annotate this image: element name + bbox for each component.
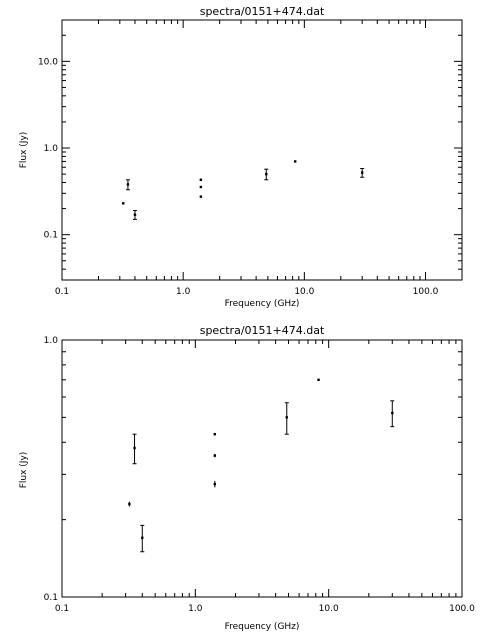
bottom-data-point	[128, 501, 131, 507]
top-x-tick-label: 10.0	[294, 287, 314, 297]
bottom-data-point	[213, 480, 217, 488]
bottom-x-tick-label: 10.0	[319, 604, 339, 614]
bottom-plot-frame	[61, 339, 463, 598]
top-point-marker	[199, 195, 203, 198]
bottom-x-tick-label: 100.0	[449, 604, 475, 614]
bottom-y-tick-label: 1.0	[44, 336, 59, 346]
top-data-point	[264, 168, 269, 181]
bottom-data-point	[213, 454, 217, 458]
bottom-data-point	[213, 432, 217, 436]
top-x-tick-label: 1.0	[176, 287, 191, 297]
bottom-point-marker	[213, 482, 217, 486]
bottom-data-point	[390, 400, 395, 428]
bottom-data-point	[132, 433, 137, 465]
bottom-data-point	[284, 402, 289, 435]
top-data-point	[122, 202, 125, 205]
bottom-chart-panel: spectra/0151+474.dat 0.1 1.0 10.0 100.0 0.1 1…	[19, 324, 475, 632]
top-point-marker	[199, 178, 203, 181]
top-chart-panel: spectra/0151+474.dat 0.1 1.0 10.0 100.0 0.1 1…	[19, 5, 463, 309]
top-point-marker	[293, 160, 297, 163]
top-data-point	[125, 179, 130, 191]
bottom-data-point	[140, 524, 145, 553]
top-point-marker	[126, 183, 130, 186]
top-plot-frame	[61, 19, 463, 281]
bottom-data-point	[317, 378, 320, 382]
top-point-marker	[265, 172, 268, 176]
top-data-point	[199, 195, 203, 198]
bottom-point-marker	[213, 454, 217, 457]
bottom-x-axis-label: Frequency (GHz)	[225, 622, 300, 632]
top-data-point	[360, 168, 365, 178]
top-point-marker	[199, 185, 203, 189]
top-y-axis-label: Flux (Jy)	[19, 132, 29, 169]
bottom-point-marker	[317, 378, 320, 382]
bottom-y-axis-label: Flux (Jy)	[19, 452, 29, 489]
bottom-point-marker	[128, 502, 131, 506]
bottom-point-marker	[141, 536, 144, 539]
bottom-point-marker	[391, 411, 394, 415]
top-x-tick-label: 0.1	[55, 287, 69, 297]
bottom-y-tick-label: 0.1	[44, 593, 58, 603]
top-chart-title: spectra/0151+474.dat	[200, 5, 325, 18]
bottom-point-marker	[285, 416, 288, 419]
top-point-marker	[360, 171, 364, 174]
bottom-x-tick-label: 1.0	[188, 604, 203, 614]
top-x-tick-label: 100.0	[413, 287, 439, 297]
bottom-point-marker	[213, 432, 217, 436]
top-data-point	[199, 185, 203, 189]
top-point-marker	[122, 202, 125, 205]
top-y-tick-label: 0.1	[44, 231, 58, 241]
bottom-point-marker	[133, 446, 136, 450]
top-point-marker	[133, 213, 137, 216]
top-data-point	[132, 210, 137, 220]
top-x-axis-label: Frequency (GHz)	[225, 299, 300, 309]
top-y-tick-label: 10.0	[38, 57, 58, 67]
bottom-chart-title: spectra/0151+474.dat	[200, 324, 325, 337]
bottom-x-tick-label: 0.1	[55, 604, 69, 614]
top-data-point	[199, 178, 203, 181]
top-data-point	[293, 160, 297, 163]
top-y-tick-label: 1.0	[44, 144, 59, 154]
